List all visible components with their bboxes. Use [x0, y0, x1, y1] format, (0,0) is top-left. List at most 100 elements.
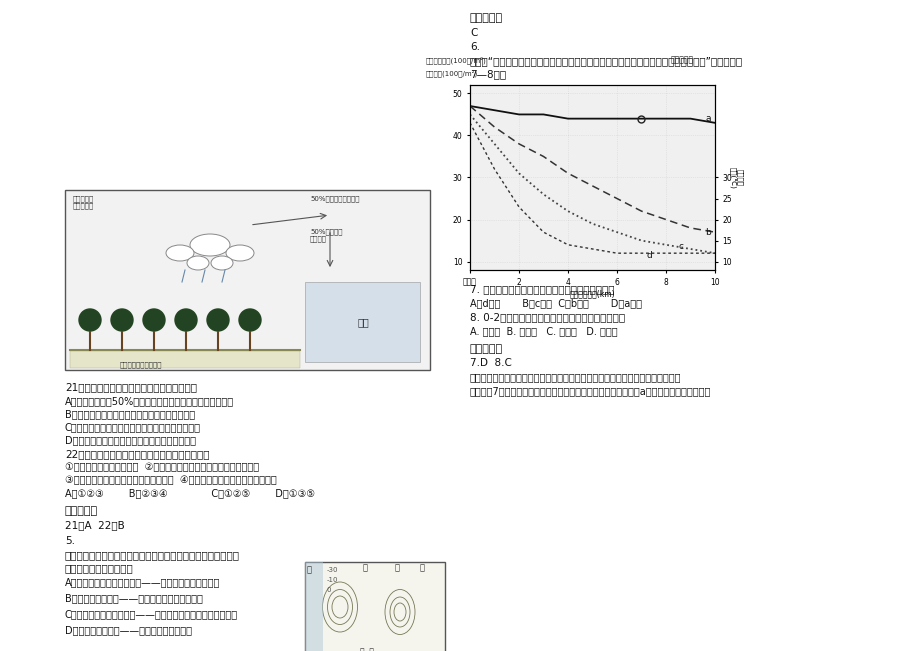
- c: [562, 207, 573, 215]
- Circle shape: [142, 309, 165, 331]
- Text: A．为降水提供了50%的水汽来源，是当地水循环的重要环节: A．为降水提供了50%的水汽来源，是当地水循环的重要环节: [65, 396, 233, 406]
- Text: 下图为“我国东部沿海某城市人口密度、土地价格、交通通达度、夏季平均气温变化图”，该图完成: 下图为“我国东部沿海某城市人口密度、土地价格、交通通达度、夏季平均气温变化图”，…: [470, 56, 743, 66]
- Text: 水分被带离
亚马孙地区: 水分被带离 亚马孙地区: [73, 195, 94, 209]
- Text: C: C: [470, 28, 477, 38]
- Text: A. 工业区  B. 文化区   C. 商业区   D. 工业区: A. 工业区 B. 文化区 C. 商业区 D. 工业区: [470, 326, 617, 336]
- c: [489, 140, 500, 148]
- Text: 交通通达度: 交通通达度: [670, 56, 693, 65]
- Line: d: d: [470, 123, 714, 253]
- b: [635, 207, 646, 215]
- Text: 土地价格(100元/m²): 土地价格(100元/m²): [425, 70, 478, 77]
- d: [635, 249, 646, 257]
- Text: 常住人口密度(100人/m²): 常住人口密度(100人/m²): [425, 57, 486, 64]
- Text: 会  闸: 会 闸: [359, 647, 374, 651]
- b: [513, 140, 524, 148]
- b: [538, 152, 549, 160]
- Ellipse shape: [226, 245, 254, 261]
- Text: ③全球水循环和水量平衡将受到重大影响  ④雨林地区物种灭绝速率将大大加快: ③全球水循环和水量平衡将受到重大影响 ④雨林地区物种灭绝速率将大大加快: [65, 475, 277, 485]
- c: [513, 169, 524, 177]
- Line: b: b: [470, 106, 714, 232]
- Line: a: a: [470, 106, 714, 123]
- Text: 图为海洋沿岐某地区等高线分布图，读图回答下列各处，区位选: 图为海洋沿岐某地区等高线分布图，读图回答下列各处，区位选: [65, 550, 240, 560]
- X-axis label: 距市中心距离(km): 距市中心距离(km): [569, 290, 615, 298]
- Text: 乙: 乙: [363, 563, 368, 572]
- Text: 雨林是个巨大的储水库: 雨林是个巨大的储水库: [119, 361, 163, 368]
- Text: 参考答案：: 参考答案：: [470, 344, 503, 354]
- a: [611, 115, 622, 122]
- Bar: [305, 562, 323, 651]
- d: [586, 245, 597, 253]
- Text: 8. 0-2千米范围内城市土地利用最集中分布的功能区: 8. 0-2千米范围内城市土地利用最集中分布的功能区: [470, 312, 624, 322]
- Text: 6.: 6.: [470, 42, 480, 52]
- Text: 甲: 甲: [307, 565, 312, 574]
- d: [709, 249, 720, 257]
- Text: 5.: 5.: [65, 536, 75, 546]
- Text: c: c: [677, 242, 683, 251]
- Text: -30: -30: [326, 567, 338, 573]
- Text: D．雨林是个巨大的储水库，会减少当地的水循环: D．雨林是个巨大的储水库，会减少当地的水循环: [65, 435, 196, 445]
- Bar: [65, 190, 429, 370]
- Text: 解析：第7题，从市中心到郊区气温有变化，但变化不是很大，故a曲线表示夏季平均气温。: 解析：第7题，从市中心到郊区气温有变化，但变化不是很大，故a曲线表示夏季平均气温…: [470, 386, 710, 396]
- d: [685, 249, 696, 257]
- c: [538, 190, 549, 198]
- Text: a: a: [705, 114, 710, 123]
- Text: d: d: [646, 251, 652, 260]
- Text: ①地震发生频次和强度增加  ②大气中二氧化碳含量增多，全球气候变暖: ①地震发生频次和强度增加 ②大气中二氧化碳含量增多，全球气候变暖: [65, 462, 259, 472]
- a: [709, 119, 720, 127]
- Ellipse shape: [190, 234, 230, 256]
- d: [611, 249, 622, 257]
- Text: 择及其原因分析正确的是: 择及其原因分析正确的是: [65, 563, 133, 573]
- Circle shape: [207, 309, 229, 331]
- b: [685, 224, 696, 232]
- a: [586, 115, 597, 122]
- b: [709, 229, 720, 236]
- d: [513, 203, 524, 211]
- Text: 21．热带雨林对当地水循环的影响主要表现在: 21．热带雨林对当地水循环的影响主要表现在: [65, 382, 197, 392]
- Text: C．水循环水汽主要来自海洋，与热带雨林没有关系: C．水循环水汽主要来自海洋，与热带雨林没有关系: [65, 422, 200, 432]
- b: [660, 215, 671, 223]
- Text: 0: 0: [326, 587, 331, 593]
- Text: 7—8题。: 7—8题。: [470, 69, 505, 79]
- d: [489, 165, 500, 173]
- Circle shape: [175, 309, 197, 331]
- Text: B．大量水汽被带离了雨林地区，减少当地的降水: B．大量水汽被带离了雨林地区，减少当地的降水: [65, 409, 195, 419]
- Text: A．甲处适宜建临海型钓鲁厂——市场广阔、海运条件好: A．甲处适宜建临海型钓鲁厂——市场广阔、海运条件好: [65, 577, 221, 587]
- a: [562, 115, 573, 122]
- d: [464, 119, 475, 127]
- b: [489, 123, 500, 131]
- c: [635, 237, 646, 245]
- Text: 21、A  22、B: 21、A 22、B: [65, 520, 125, 530]
- Text: 22．如果亚马孙雨林被毁，可能造成的影响主要有: 22．如果亚马孙雨林被毁，可能造成的影响主要有: [65, 449, 210, 459]
- Text: 参考答案：: 参考答案：: [65, 506, 98, 516]
- Text: 7.D  8.C: 7.D 8.C: [470, 358, 511, 368]
- Ellipse shape: [210, 256, 233, 270]
- Text: 丁: 丁: [420, 563, 425, 572]
- c: [611, 229, 622, 236]
- Text: 《知识点》本题主要考察城市地域结构和城市功能分区的区位、特征及影响因素。: 《知识点》本题主要考察城市地域结构和城市功能分区的区位、特征及影响因素。: [470, 372, 681, 382]
- b: [562, 169, 573, 177]
- a: [464, 102, 475, 110]
- Text: 50%的大气水来自海洋: 50%的大气水来自海洋: [310, 195, 359, 202]
- a: [685, 115, 696, 122]
- Text: A．①②③        B．②③④              C．①②⑤        D．①③⑤: A．①②③ B．②③④ C．①②⑤ D．①③⑤: [65, 488, 314, 498]
- b: [586, 182, 597, 190]
- d: [538, 229, 549, 236]
- Text: C．丙处适宜建海滨游乐场——海滩宽阔、海水较浅、临近城市: C．丙处适宜建海滨游乐场——海滩宽阔、海水较浅、临近城市: [65, 609, 238, 619]
- c: [709, 249, 720, 257]
- a: [660, 115, 671, 122]
- Bar: [305, 562, 445, 651]
- Text: 海洋: 海洋: [357, 317, 369, 327]
- d: [660, 249, 671, 257]
- Circle shape: [239, 309, 261, 331]
- Text: 丙: 丙: [394, 563, 400, 572]
- Text: D．丁处适宜建港口——水域宽阔、陆域平坦: D．丁处适宜建港口——水域宽阔、陆域平坦: [65, 625, 192, 635]
- a: [489, 106, 500, 114]
- Circle shape: [111, 309, 133, 331]
- a: [538, 111, 549, 118]
- Text: A．d曲线       B．c曲线  C．b曲线       D．a曲线: A．d曲线 B．c曲线 C．b曲线 D．a曲线: [470, 298, 641, 308]
- b: [611, 195, 622, 202]
- c: [660, 241, 671, 249]
- a: [513, 111, 524, 118]
- a: [635, 115, 646, 122]
- Text: -10: -10: [326, 577, 338, 583]
